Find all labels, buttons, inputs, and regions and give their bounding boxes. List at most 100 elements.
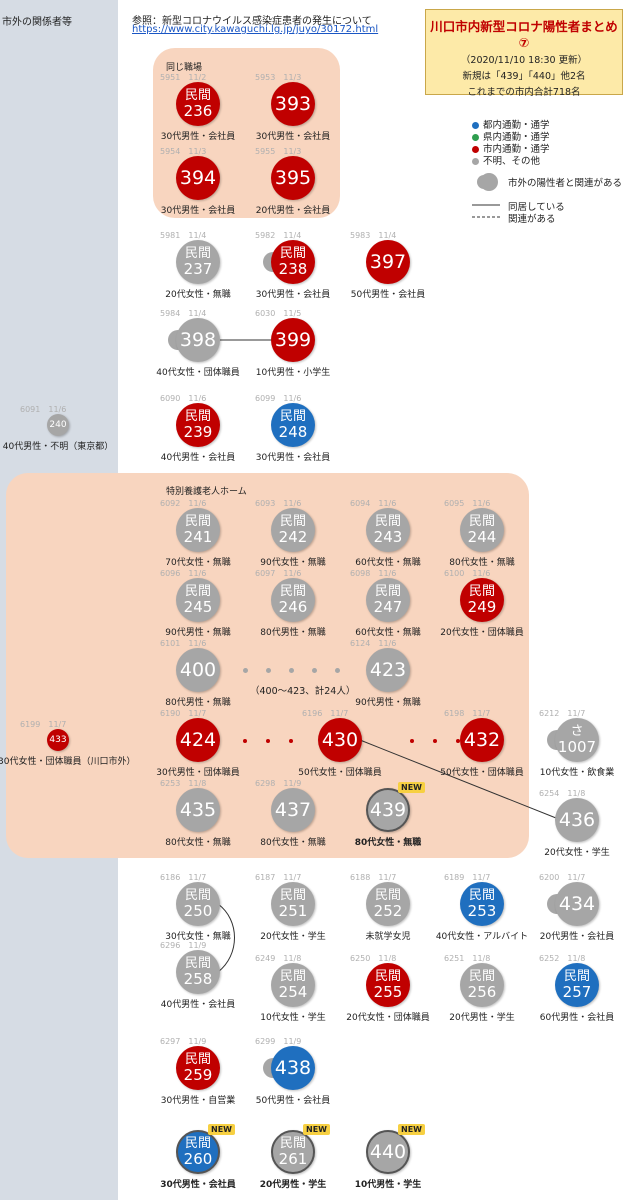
case-caption: 10代男性・学生 <box>354 1180 422 1190</box>
legend-outside: 市外の陽性者と関連がある <box>508 178 623 189</box>
case-caption: 80代女性・無職 <box>165 838 231 848</box>
case-node-249: 民間 249 <box>460 578 504 622</box>
case-prefix: 民間 <box>184 584 211 599</box>
case-caption: 80代女性・無職 <box>449 558 515 568</box>
case-id: 6299 11/9 <box>255 1037 302 1046</box>
case-node-436: 436 <box>555 798 599 842</box>
case-number: 440 <box>369 1141 407 1163</box>
cohabit-line-250-258 <box>217 903 235 973</box>
related-line-430-436 <box>359 739 557 819</box>
case-id: 6098 11/6 <box>350 569 397 578</box>
ellipsis-dot <box>266 739 270 743</box>
case-caption: 90代女性・無職 <box>260 558 326 568</box>
case-node-259: 民間 259 <box>176 1046 220 1090</box>
case-prefix: 民間 <box>184 1052 211 1067</box>
case-number: 260 <box>183 1150 213 1168</box>
case-prefix: 民間 <box>184 88 211 103</box>
legend-item-red: 市内通勤・通学 <box>472 141 550 155</box>
nursing-home-panel-title: 特別養護老人ホーム <box>166 487 247 497</box>
case-number: 240 <box>49 420 67 430</box>
case-id: 6251 11/8 <box>444 954 491 963</box>
ellipsis-dot <box>410 739 414 743</box>
case-number: 439 <box>369 799 407 821</box>
case-node-238: 民間 238 <box>271 240 315 284</box>
summary-new: 新規は「439」「440」他2名 <box>462 71 586 82</box>
case-caption: 60代女性・無職 <box>355 558 421 568</box>
case-number: 245 <box>183 598 213 616</box>
case-node-253: 民間 253 <box>460 882 504 926</box>
case-caption: 30代女性・無職 <box>165 932 231 942</box>
case-number: 248 <box>278 423 308 441</box>
case-node-244: 民間 244 <box>460 508 504 552</box>
case-number: 437 <box>274 799 312 821</box>
case-node-247: 民間 247 <box>366 578 410 622</box>
case-caption: 20代男性・学生 <box>259 1180 327 1190</box>
case-prefix: 民間 <box>563 969 590 984</box>
case-caption: 50代男性・会社員 <box>350 290 426 300</box>
case-node-242: 民間 242 <box>271 508 315 552</box>
case-node-400: 400 <box>176 648 220 692</box>
case-caption: 30代男性・会社員 <box>160 206 236 216</box>
case-caption: 40代男性・会社員 <box>160 1000 236 1010</box>
case-number: 250 <box>183 902 213 920</box>
case-node-435: 435 <box>176 788 220 832</box>
case-id: 6254 11/8 <box>539 789 586 798</box>
case-id: 5981 11/4 <box>160 231 207 240</box>
case-prefix: 民間 <box>184 888 211 903</box>
case-number: 394 <box>179 167 217 189</box>
case-node-433: 433 <box>47 729 69 751</box>
case-node-440: 440 <box>366 1130 410 1174</box>
reference-link[interactable]: https://www.city.kawaguchi.lg.jp/juyo/30… <box>132 24 379 35</box>
case-node-430: 430 <box>318 718 362 762</box>
case-id: 6101 11/6 <box>160 639 207 648</box>
case-caption: 10代男性・小学生 <box>255 368 331 378</box>
case-node-261: 民間 261 <box>271 1130 315 1174</box>
case-number: 249 <box>467 598 497 616</box>
summary-total: これまでの市内合計718名 <box>467 87 581 98</box>
case-prefix: 民間 <box>374 584 401 599</box>
case-caption: 60代女性・無職 <box>355 628 421 638</box>
legend-outside-icon-body <box>480 173 498 191</box>
case-prefix: 民間 <box>468 888 495 903</box>
case-caption: 20代男性・会社員 <box>539 932 615 942</box>
case-caption: 20代男性・学生 <box>449 1013 515 1023</box>
case-id: 6090 11/6 <box>160 394 207 403</box>
range-note: （400〜423、計24人） <box>250 686 356 697</box>
case-number: 255 <box>373 983 403 1001</box>
case-node-250: 民間 250 <box>176 882 220 926</box>
case-node-258: 民間 258 <box>176 950 220 994</box>
case-id: 6094 11/6 <box>350 499 397 508</box>
case-node-439: 439 <box>366 788 410 832</box>
case-node-423: 423 <box>366 648 410 692</box>
case-number: 400 <box>179 659 217 681</box>
case-id: 6099 11/6 <box>255 394 302 403</box>
case-number: 398 <box>179 329 217 351</box>
case-prefix: 民間 <box>279 514 306 529</box>
case-id: 6250 11/8 <box>350 954 397 963</box>
case-node-243: 民間 243 <box>366 508 410 552</box>
case-id: 6095 11/6 <box>444 499 491 508</box>
case-id: 6188 11/7 <box>350 873 397 882</box>
case-number: 247 <box>373 598 403 616</box>
case-caption: 40代女性・団体職員 <box>156 368 240 378</box>
ellipsis-dot <box>243 668 248 673</box>
case-number: 1007 <box>557 738 597 756</box>
case-number: 430 <box>321 729 359 751</box>
summary-updated: （2020/11/10 18:30 更新） <box>460 55 588 66</box>
ellipsis-dot <box>243 739 247 743</box>
case-id: 6200 11/7 <box>539 873 586 882</box>
case-prefix: さ <box>570 724 584 739</box>
case-number: 424 <box>179 729 217 751</box>
case-id: 6092 11/6 <box>160 499 207 508</box>
case-number: 236 <box>183 102 213 120</box>
case-id: 6296 11/9 <box>160 941 207 950</box>
case-caption: 20代女性・団体職員 <box>346 1013 430 1023</box>
case-node-1007: さ 1007 <box>555 718 599 762</box>
case-caption: 50代男性・会社員 <box>255 1096 331 1106</box>
workplace-panel-title: 同じ職場 <box>166 63 203 73</box>
case-caption: 20代女性・学生 <box>544 848 610 858</box>
ellipsis-dot <box>433 739 437 743</box>
case-number: 261 <box>278 1150 308 1168</box>
case-caption: 20代女性・団体職員 <box>440 628 524 638</box>
case-id: 6298 11/9 <box>255 779 302 788</box>
